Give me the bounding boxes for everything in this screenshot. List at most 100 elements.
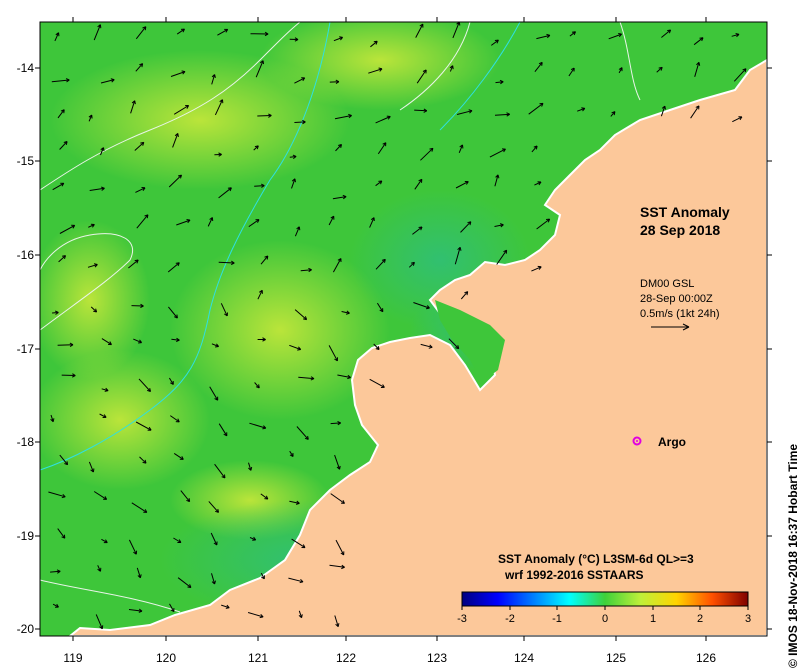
wind-arrow-head bbox=[144, 26, 147, 31]
wind-arrow-head bbox=[506, 113, 510, 117]
wind-arrow bbox=[167, 262, 180, 273]
wind-arrow bbox=[97, 565, 101, 572]
wind-arrow-head bbox=[144, 509, 148, 513]
wind-arrow-head bbox=[742, 68, 747, 71]
wind-arrow bbox=[495, 81, 504, 84]
wind-arrow-head bbox=[138, 610, 143, 613]
wind-arrow bbox=[130, 100, 136, 114]
wind-arrow bbox=[448, 338, 460, 349]
wind-arrow-head bbox=[133, 551, 137, 555]
wind-arrow-head bbox=[696, 61, 700, 66]
wind-arrow bbox=[298, 376, 315, 380]
wind-arrow bbox=[221, 604, 230, 609]
colorbar-ticks bbox=[461, 606, 749, 610]
wind-arrow bbox=[334, 615, 339, 627]
wind-arrow-head bbox=[93, 310, 97, 313]
wind-arrow-head bbox=[298, 226, 301, 231]
wind-arrow bbox=[335, 144, 342, 152]
wind-arrow bbox=[531, 145, 538, 153]
wind-arrow bbox=[168, 174, 182, 188]
argo-label: Argo bbox=[658, 435, 686, 449]
wind-arrow-head bbox=[466, 291, 469, 296]
wind-arrow bbox=[59, 224, 75, 234]
wind-arrow bbox=[452, 22, 460, 39]
wind-arrow bbox=[131, 502, 148, 513]
wind-arrow-head bbox=[468, 109, 473, 112]
wind-arrow bbox=[211, 74, 216, 85]
wind-arrow-head bbox=[258, 384, 260, 388]
wind-arrow-head bbox=[174, 133, 179, 137]
wind-arrow bbox=[52, 603, 59, 608]
wind-arrow-head bbox=[341, 566, 345, 570]
wind-arrow bbox=[254, 382, 260, 389]
wind-arrow bbox=[531, 266, 542, 272]
wind-arrow-head bbox=[429, 147, 434, 150]
wind-arrow bbox=[300, 269, 312, 272]
wind-arrow-head bbox=[181, 70, 186, 73]
wind-arrow bbox=[260, 255, 269, 265]
wind-arrow-head bbox=[499, 79, 504, 83]
wind-arrow-head bbox=[348, 115, 352, 119]
wind-arrow bbox=[95, 614, 103, 629]
wind-arrow bbox=[135, 63, 143, 72]
wind-arrow-head bbox=[61, 183, 65, 187]
wind-arrow bbox=[610, 111, 616, 117]
wind-arrow-head bbox=[142, 187, 146, 191]
king-sound-inlet bbox=[435, 300, 505, 382]
wind-arrow-head bbox=[231, 260, 235, 264]
wind-arrow-head bbox=[301, 614, 303, 618]
wind-arrow bbox=[298, 610, 303, 618]
wind-scale-arrow bbox=[651, 323, 690, 331]
wind-arrow-head bbox=[581, 107, 585, 109]
wind-arrow-head bbox=[308, 269, 312, 273]
wind-arrow-head bbox=[139, 63, 143, 66]
wind-arrow-head bbox=[452, 65, 454, 70]
wind-arrow-head bbox=[69, 344, 74, 348]
wind-arrow-head bbox=[187, 586, 191, 588]
wind-arrow-head bbox=[64, 463, 68, 466]
wind-arrow bbox=[694, 62, 700, 77]
wind-arrow-head bbox=[455, 347, 459, 350]
wind-arrow bbox=[93, 491, 107, 500]
wind-arrow bbox=[569, 31, 576, 37]
wind-arrow bbox=[288, 577, 304, 583]
wind-arrow-head bbox=[292, 154, 297, 157]
lon-label: 122 bbox=[336, 651, 356, 665]
wind-arrow-head bbox=[250, 466, 253, 471]
wind-arrow-head bbox=[60, 109, 65, 112]
wind-arrow-head bbox=[262, 427, 266, 430]
wind-arrow-head bbox=[292, 156, 297, 160]
wind-arrow bbox=[412, 226, 423, 235]
wind-arrow-head bbox=[310, 376, 315, 380]
wind-arrow bbox=[177, 577, 192, 588]
wind-arrow-head bbox=[429, 344, 433, 348]
wind-arrow bbox=[247, 612, 264, 618]
wind-arrow-head bbox=[217, 508, 219, 513]
wind-arrow-head bbox=[660, 67, 663, 71]
wind-arrow bbox=[90, 306, 97, 313]
wind-arrow-head bbox=[187, 219, 191, 224]
wind-arrow bbox=[88, 114, 93, 122]
wind-arrow-head bbox=[71, 375, 76, 378]
wind-arrow-head bbox=[744, 68, 747, 73]
wind-arrow-head bbox=[104, 390, 109, 392]
wind-arrow-head bbox=[701, 37, 704, 42]
wind-arrow-head bbox=[55, 312, 59, 315]
wind-arrow-head bbox=[375, 348, 380, 350]
wind-arrow-head bbox=[215, 510, 219, 513]
wind-arrow-head bbox=[373, 40, 378, 43]
wind-arrow bbox=[656, 66, 663, 73]
wind-arrow-head bbox=[459, 144, 463, 148]
wind-arrow-head bbox=[291, 178, 296, 182]
wind-arrow bbox=[52, 312, 59, 314]
wind-arrow-head bbox=[380, 180, 383, 185]
wind-arrow-head bbox=[56, 603, 59, 608]
wind-arrow bbox=[420, 147, 434, 161]
wind-arrow-head bbox=[221, 476, 226, 479]
wind-arrow bbox=[460, 221, 472, 233]
wind-arrow-head bbox=[337, 420, 341, 424]
latitude-labels: -14 -15 -16 -17 -18 -19 -20 bbox=[17, 61, 35, 636]
wind-arrow-head bbox=[546, 33, 551, 36]
wind-arrow bbox=[211, 573, 216, 585]
wind-arrow bbox=[693, 37, 704, 46]
